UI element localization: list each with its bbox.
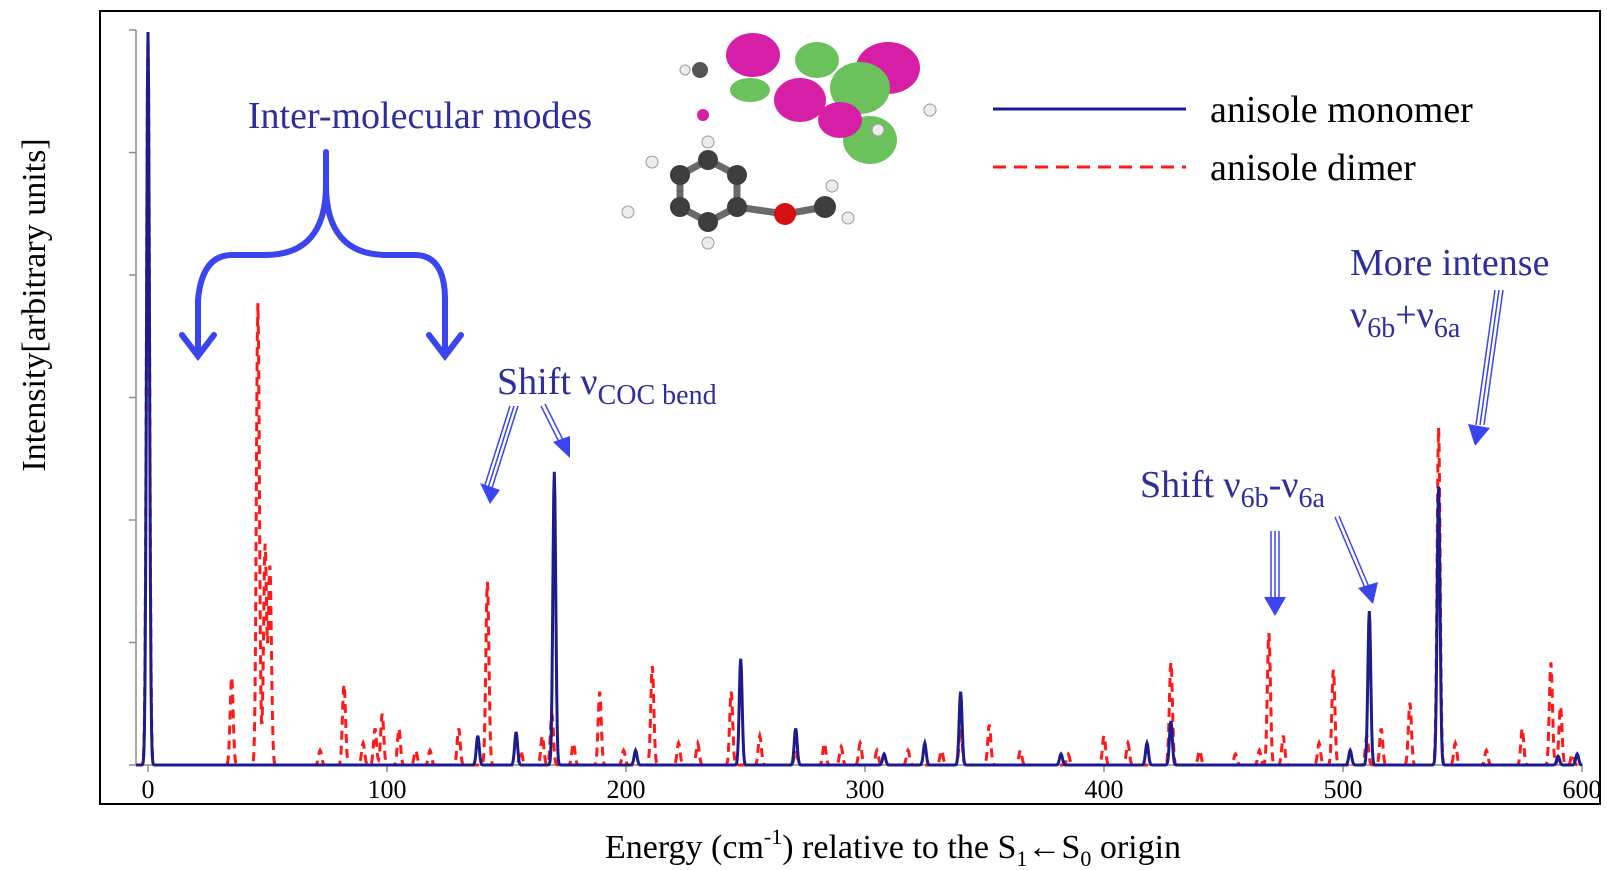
- annotation-more-intense: More intense: [1350, 242, 1549, 284]
- legend-label-dimer: anisole dimer: [1210, 147, 1416, 189]
- x-tick-label: 0: [142, 775, 155, 804]
- annotation-shift-6b-6a: Shift ν6b-ν6a: [1140, 464, 1325, 514]
- x-tick-label: 100: [368, 775, 407, 804]
- arrow-6b-left: [1270, 531, 1280, 598]
- legend-label-monomer: anisole monomer: [1210, 89, 1473, 131]
- x-tick-label: 200: [607, 775, 646, 804]
- x-tick-label: 600: [1563, 775, 1602, 804]
- x-ticks: 0 100 200 300 400 500 600: [142, 765, 1602, 804]
- arrow-coc-left-head: [480, 483, 500, 504]
- legend: anisole monomer anisole dimer: [993, 89, 1473, 189]
- x-tick-label: 400: [1085, 775, 1124, 804]
- annotation-more-intense-mode: ν6b+ν6a: [1350, 294, 1461, 344]
- arrow-more-intense: [1475, 289, 1504, 426]
- inter-molecular-bracket: [179, 149, 464, 361]
- x-tick-label: 500: [1324, 775, 1363, 804]
- series-anisole-monomer: [136, 31, 1583, 767]
- annotation-inter-molecular-modes: Inter-molecular modes: [248, 95, 592, 137]
- arrow-more-intense-head: [1468, 424, 1490, 446]
- arrow-6b-right: [1334, 515, 1370, 589]
- arrow-coc-left: [483, 405, 519, 489]
- x-axis-title: Energy (cm-1) relative to the S1←S0 orig…: [605, 824, 1181, 870]
- annotation-shift-coc-bend: Shift νCOC bend: [497, 361, 717, 411]
- arrow-coc-right-head: [553, 436, 570, 458]
- arrow-coc-right: [540, 403, 564, 443]
- arrow-6b-right-head: [1358, 582, 1378, 604]
- anisole-dimer-molecule-illustration: [621, 33, 937, 250]
- y-axis-title: Intensity[arbitrary units]: [16, 138, 53, 471]
- y-ticks: [129, 29, 136, 766]
- arrow-6b-left-head: [1264, 597, 1286, 616]
- plot-frame: [99, 10, 1601, 805]
- x-tick-label: 300: [846, 775, 885, 804]
